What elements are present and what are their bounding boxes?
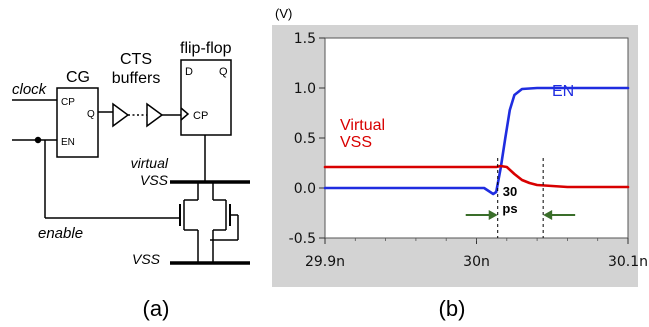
cg-pin-q: Q: [87, 109, 95, 120]
y-tick-label: 1.5: [294, 31, 316, 47]
y-unit-label: (V): [275, 6, 292, 21]
y-tick-label: -0.5: [289, 231, 316, 247]
cg-title: CG: [66, 69, 90, 86]
cts-buffer-2: [146, 102, 164, 128]
x-tick-label: 30.1n: [608, 254, 648, 270]
virtual-vss-label-line1: virtual: [131, 155, 169, 171]
virtual-vss-label-line2: VSS: [140, 172, 169, 188]
clock-label: clock: [12, 81, 48, 98]
delay-arrow-right-head: [543, 210, 553, 220]
virtual-vss-series-label-line2: VSS: [340, 134, 372, 151]
flip-flop-box: [180, 59, 232, 136]
virtual-vss-series-label-line1: Virtual: [340, 117, 385, 134]
en-waveform: [323, 86, 630, 196]
ff-title: flip-flop: [180, 40, 232, 57]
en-series-label: EN: [552, 83, 574, 100]
x-tick-label: 29.9n: [305, 254, 345, 270]
delay-unit: ps: [502, 201, 517, 216]
circuit-diagram: [12, 59, 250, 265]
plot-area: [324, 37, 629, 239]
panel-a-caption: (a): [143, 296, 170, 321]
y-tick-label: 0.0: [294, 181, 316, 197]
delay-value: 30: [503, 184, 517, 199]
ff-pin-q: Q: [219, 66, 228, 78]
cg-pin-cp: CP: [61, 97, 75, 108]
y-tick-label: 0.5: [294, 131, 316, 147]
panel-b-caption: (b): [439, 296, 466, 321]
clock-gate-box: [56, 87, 99, 158]
x-tick-label: 30n: [463, 254, 490, 270]
cg-pin-en: EN: [61, 137, 75, 148]
cts-label-line2: buffers: [112, 70, 161, 87]
y-tick-label: 1.0: [294, 81, 316, 97]
delay-arrow-left-head: [488, 210, 498, 220]
cts-label-line1: CTS: [120, 51, 152, 68]
vss-label: VSS: [132, 251, 161, 267]
ff-pin-cp: CP: [193, 110, 208, 122]
waveform-plot: -0.5 0.0 0.5 1.0 1.5 29.9n 30n 30.1n: [272, 25, 648, 287]
virtual-vss-waveform: [323, 164, 630, 189]
clock-triangle: [180, 107, 190, 121]
footer-transistor-right: [210, 182, 239, 263]
enable-label: enable: [38, 225, 83, 242]
cts-buffer-1: [112, 102, 130, 128]
footer-transistor-left: [179, 182, 199, 263]
ff-pin-d: D: [185, 66, 193, 78]
